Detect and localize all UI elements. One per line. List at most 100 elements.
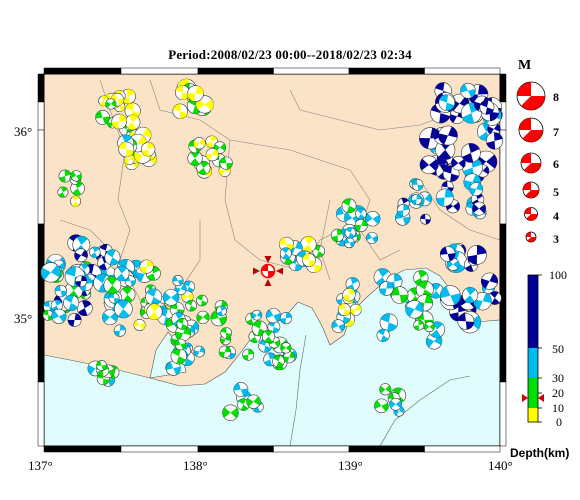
focal-mechanism	[113, 324, 126, 337]
focal-mechanism	[175, 84, 191, 100]
focal-mechanism	[104, 249, 121, 266]
lat-tick-36: 36°	[14, 124, 33, 139]
frame-bar-bottom	[273, 445, 350, 453]
depth-label-30: 30	[552, 371, 564, 385]
magnitude-legend-symbol	[518, 117, 544, 143]
focal-mechanism	[196, 160, 211, 175]
focal-mechanism	[57, 186, 69, 198]
focal-mechanism	[389, 397, 403, 411]
depth-label-50: 50	[552, 342, 564, 356]
focal-mechanism	[165, 360, 181, 376]
focal-mechanism	[196, 294, 208, 307]
focal-mechanism	[95, 110, 111, 125]
frame-bar-bottom	[424, 445, 501, 453]
depth-label-20: 20	[552, 386, 564, 400]
depth-label-10: 10	[552, 401, 564, 415]
frame-bar-bottom	[197, 445, 274, 453]
focal-mechanism	[67, 313, 82, 327]
focal-mechanism	[50, 299, 63, 312]
focal-mechanism	[438, 94, 456, 111]
focal-mechanism	[216, 305, 227, 317]
focal-mechanism	[113, 265, 130, 282]
frame-bar-top	[273, 67, 350, 75]
focal-mechanism	[472, 201, 487, 216]
depth-unit-label: Depth(km)	[510, 446, 570, 460]
focal-mechanism	[265, 308, 281, 324]
frame-bar-top	[424, 67, 501, 75]
focal-mechanism	[174, 338, 187, 351]
magnitude-label-6: 6	[553, 157, 559, 171]
trench-line	[379, 375, 471, 447]
depth-indicator-left	[522, 394, 528, 402]
depth-bar-shallow	[528, 408, 538, 422]
prefecture-border	[224, 139, 301, 271]
frame-bar-left	[37, 73, 45, 103]
focal-mechanism	[345, 277, 360, 292]
focal-mechanism	[139, 259, 154, 274]
focal-mechanism	[379, 313, 398, 332]
trough-line	[289, 334, 307, 447]
focal-mechanism	[438, 125, 458, 146]
focal-mechanism	[391, 286, 409, 304]
focal-mechanism	[75, 275, 88, 288]
focal-mechanism	[237, 398, 250, 411]
focal-mechanism	[424, 321, 435, 333]
frame-bar-top	[43, 67, 122, 75]
focal-mechanism	[451, 155, 466, 171]
focal-mechanism	[251, 309, 263, 321]
focal-mechanism	[111, 113, 127, 130]
frame-bar-bottom	[348, 445, 425, 453]
frame-bar-right	[499, 381, 507, 447]
lat-tick-35: 35°	[14, 311, 33, 326]
focal-mechanism	[469, 182, 484, 197]
focal-mechanism	[272, 355, 285, 368]
focal-mechanism	[58, 169, 72, 183]
focal-mechanism	[108, 292, 120, 304]
focal-mechanism	[479, 99, 495, 115]
focal-mechanism	[196, 310, 210, 324]
focal-mechanism	[379, 383, 392, 396]
focal-mechanism	[366, 231, 379, 244]
focal-mechanism	[220, 327, 232, 339]
frame-bar-left	[37, 317, 45, 383]
focal-mechanism	[70, 170, 82, 182]
focal-mechanism	[349, 303, 362, 316]
focal-mechanism	[279, 311, 293, 325]
lon-tick-139: 139°	[338, 458, 363, 473]
focal-mechanism	[141, 142, 156, 157]
focal-mechanism	[51, 308, 67, 324]
focal-mechanism	[105, 98, 117, 110]
magnitude-label-7: 7	[553, 125, 559, 139]
lon-tick-138: 138°	[183, 458, 208, 473]
frame-bar-top	[120, 67, 199, 75]
focal-mechanism	[460, 82, 476, 99]
depth-bar-deep	[528, 275, 538, 348]
focal-mechanism	[193, 137, 206, 150]
focal-mechanism	[193, 345, 206, 358]
focal-mechanism	[172, 103, 188, 120]
frame-bar-left	[37, 129, 45, 225]
frame-bar-bottom	[43, 445, 122, 453]
magnitude-legend-symbol	[516, 81, 546, 111]
focal-mechanism	[428, 321, 446, 338]
focal-mechanism	[185, 299, 197, 312]
magnitude-legend-symbol	[522, 181, 540, 199]
prefecture-border	[149, 79, 351, 171]
focal-mechanism	[457, 312, 475, 330]
focal-mechanism	[219, 156, 233, 170]
focal-mechanism	[379, 281, 394, 296]
frame-bar-bottom	[120, 445, 199, 453]
focal-mechanism	[467, 244, 487, 265]
focal-mechanism	[114, 299, 133, 319]
frame-bar-right	[499, 317, 507, 383]
magnitude-legend-symbol	[520, 152, 542, 174]
focal-mechanism	[251, 320, 268, 337]
focal-mechanism	[374, 398, 389, 414]
focal-mechanism	[485, 132, 504, 150]
focal-mechanism	[480, 272, 499, 290]
magnitude-label-4: 4	[553, 209, 559, 223]
focal-mechanism	[76, 300, 93, 317]
target-arrow	[264, 279, 272, 286]
frame-bar-top	[348, 67, 425, 75]
